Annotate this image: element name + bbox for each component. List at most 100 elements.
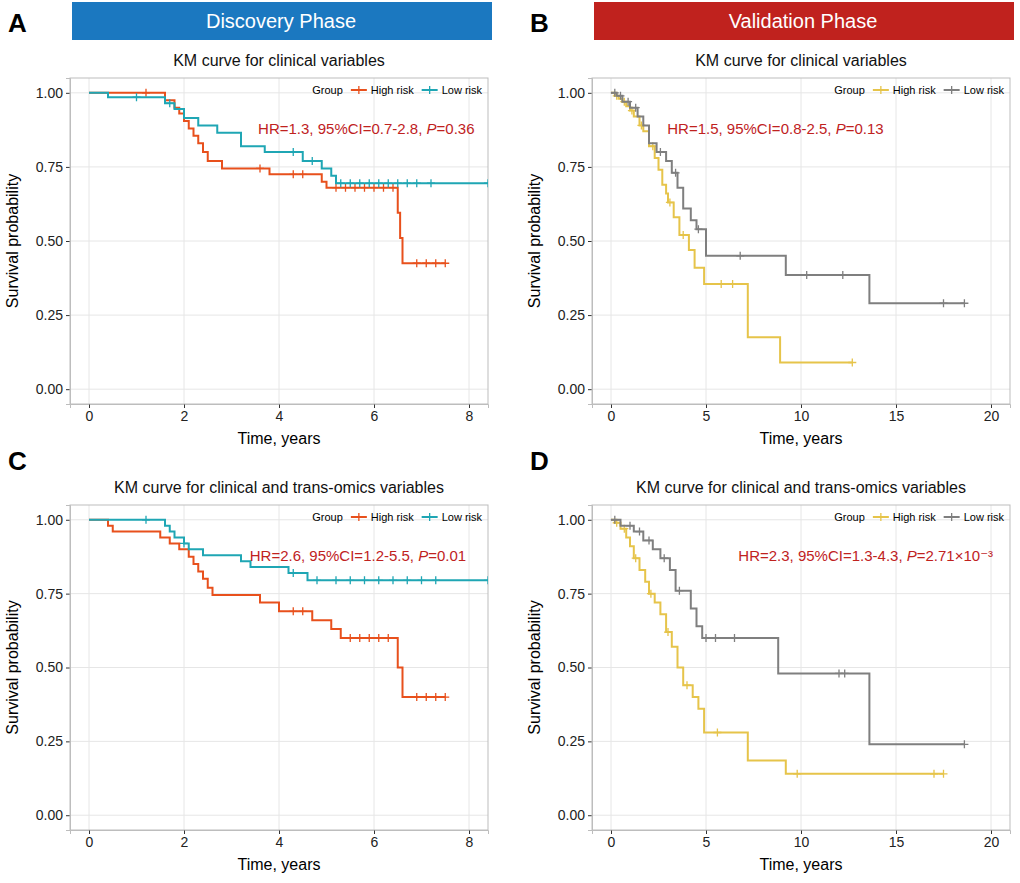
censor-mark: [712, 634, 720, 642]
y-axis-title: Survival probability: [4, 600, 21, 734]
panel-letter: A: [8, 8, 27, 38]
tick-label: 0.25: [558, 307, 585, 323]
censor-mark: [432, 259, 440, 267]
annotation: HR=1.5, 95%CI=0.8-2.5, P=0.13: [667, 120, 883, 137]
censor-mark: [370, 184, 378, 192]
plot-frame: [70, 505, 488, 830]
legend-label: Low risk: [964, 84, 1005, 96]
panel: 051015200.000.250.500.751.00DKM curve fo…: [526, 446, 1011, 873]
marks: [611, 89, 969, 367]
censor-mark: [365, 634, 373, 642]
censor-mark: [636, 528, 644, 536]
tick-label: 0.00: [558, 381, 585, 397]
tick-mark: [66, 241, 70, 242]
header-box: [72, 2, 492, 40]
plot-frame: [592, 78, 1010, 404]
censor-mark: [736, 252, 744, 260]
chart-title: KM curve for clinical variables: [173, 52, 385, 69]
tick-label: 20: [984, 408, 1000, 424]
tick-label: 0.75: [558, 159, 585, 175]
panel: 024680.000.250.500.751.00CKM curve for c…: [4, 446, 492, 873]
y-axis-title: Survival probability: [526, 600, 543, 734]
tick: 0: [86, 404, 94, 424]
plot-frame: [592, 505, 1010, 830]
tick-label: 20: [984, 834, 1000, 850]
tick: 10: [794, 404, 810, 424]
censor-mark: [940, 299, 948, 307]
censor-mark: [403, 576, 411, 584]
censor-mark: [375, 576, 383, 584]
tick: 1.00: [558, 512, 592, 528]
censor-mark: [142, 89, 150, 97]
grid-line: [592, 667, 1010, 668]
tick-mark: [66, 815, 70, 816]
tick: 0.50: [36, 659, 70, 675]
censor-mark: [422, 259, 430, 267]
grid-line: [592, 241, 1010, 242]
censor-mark: [332, 184, 340, 192]
censor-mark: [365, 179, 373, 187]
censor-mark: [660, 554, 668, 562]
censor-mark: [960, 740, 968, 748]
tick-mark: [588, 520, 592, 521]
legend-key-marker: [948, 86, 956, 94]
censor-mark: [389, 184, 397, 192]
censor-mark: [626, 522, 634, 530]
censor-mark: [713, 729, 721, 737]
tick-label: 2: [181, 408, 189, 424]
tick: 4: [276, 830, 284, 850]
legend-title: Group: [834, 511, 865, 523]
censor-mark: [617, 92, 625, 100]
censor-mark: [289, 607, 297, 615]
censor-mark: [384, 179, 392, 187]
header-text: Validation Phase: [729, 10, 878, 32]
y-axis-title: Survival probability: [4, 174, 21, 308]
tick: 0.00: [36, 807, 70, 823]
tick: 5: [703, 830, 711, 850]
grid-line: [592, 315, 1010, 316]
tick: 6: [371, 830, 379, 850]
tick-mark: [588, 389, 592, 390]
tick-mark: [588, 93, 592, 94]
tick: 10: [794, 830, 810, 850]
censor-mark: [337, 179, 345, 187]
censor-mark: [413, 179, 421, 187]
censor-mark: [256, 164, 264, 172]
grid-line: [70, 741, 488, 742]
phase-header: Discovery Phase: [72, 2, 492, 40]
tick: 0.75: [558, 159, 592, 175]
panel: 024680.000.250.500.751.00AKM curve for c…: [4, 8, 492, 447]
censor-mark: [361, 184, 369, 192]
legend-label: High risk: [371, 511, 414, 523]
tick-label: 15: [889, 408, 905, 424]
tick-label: 5: [703, 408, 711, 424]
censor-mark: [656, 148, 664, 156]
panel-letter: D: [530, 446, 549, 476]
x-axis: 05101520: [593, 404, 1011, 424]
x-axis-title: Time, years: [238, 856, 321, 873]
censor-mark: [375, 634, 383, 642]
censor-mark: [356, 634, 364, 642]
tick: 0.75: [558, 586, 592, 602]
tick-mark: [66, 389, 70, 390]
tick-label: 0.00: [36, 807, 63, 823]
tick-label: 0.50: [558, 659, 585, 675]
tick: 0.75: [36, 586, 70, 602]
survival-curve: [89, 520, 488, 581]
tick: 15: [889, 830, 905, 850]
tick: 0.25: [36, 733, 70, 749]
censor-mark: [346, 179, 354, 187]
tick: 1.00: [36, 85, 70, 101]
tick-mark: [66, 93, 70, 94]
legend-label: High risk: [893, 84, 936, 96]
grid-line: [70, 241, 488, 242]
censor-mark: [694, 225, 702, 233]
grid-line: [592, 519, 1010, 520]
tick: 0.25: [558, 733, 592, 749]
censor-mark: [142, 516, 150, 524]
tick-mark: [66, 167, 70, 168]
censor-mark: [384, 634, 392, 642]
tick-mark: [588, 167, 592, 168]
tick: 4: [276, 404, 284, 424]
censor-mark: [375, 179, 383, 187]
